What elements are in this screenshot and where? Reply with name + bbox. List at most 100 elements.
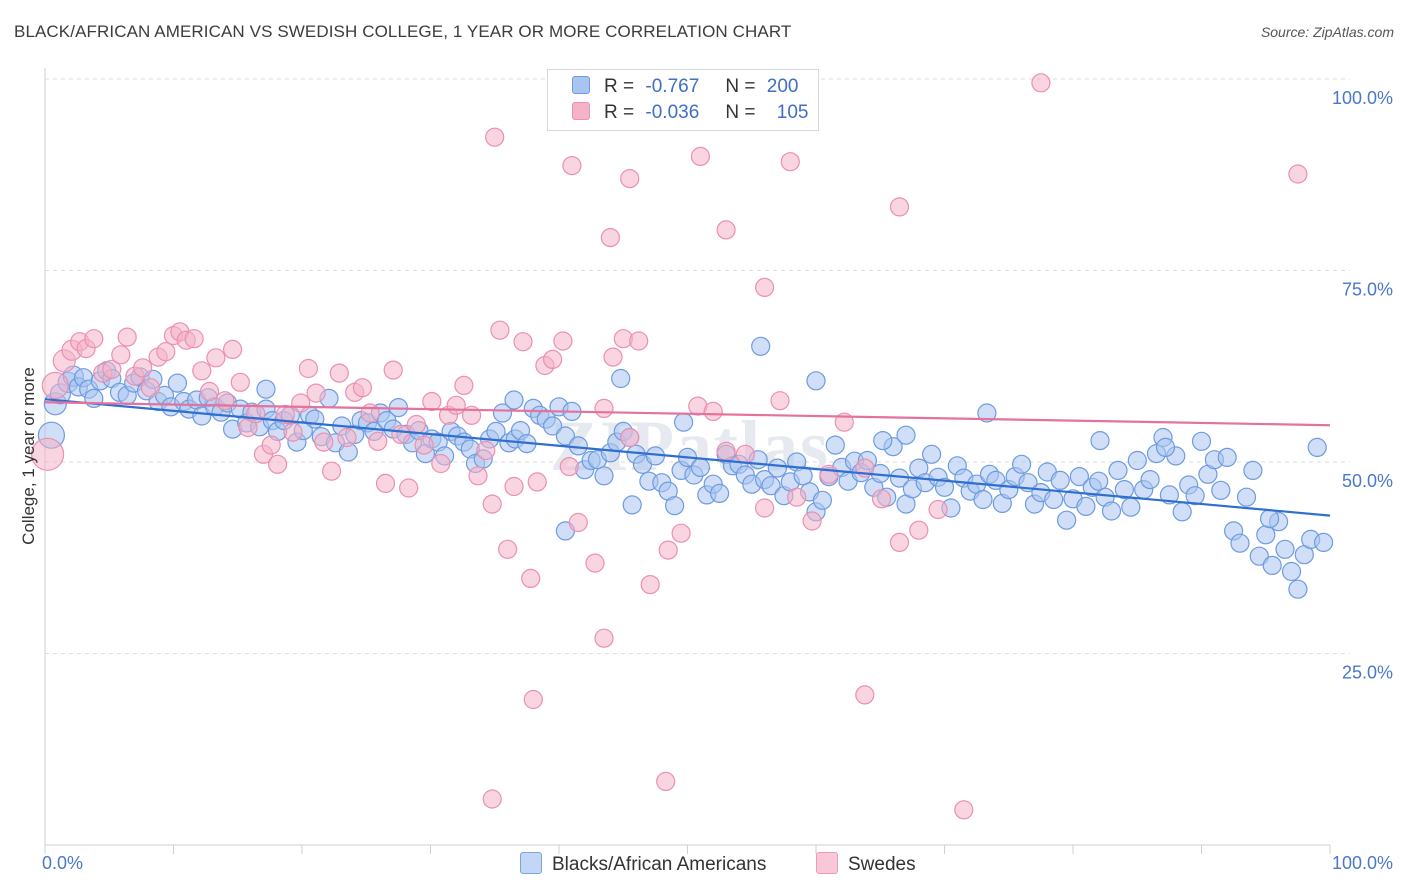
data-point [504, 476, 524, 497]
data-point [954, 800, 974, 820]
data-point [1056, 510, 1077, 530]
data-point [600, 228, 621, 248]
data-point [1281, 561, 1302, 582]
data-point [1249, 546, 1269, 566]
data-point [973, 489, 993, 510]
data-point [1236, 487, 1257, 507]
chart-title: BLACK/AFRICAN AMERICAN VS SWEDISH COLLEG… [14, 22, 792, 41]
data-point [476, 440, 496, 461]
data-point [716, 441, 736, 461]
data-point [664, 496, 685, 516]
data-point [562, 156, 582, 176]
data-point [314, 432, 334, 452]
data-point [921, 444, 942, 464]
n-value: 105 [776, 102, 809, 123]
data-point [1159, 485, 1180, 505]
data-point [406, 414, 426, 435]
data-point [703, 401, 723, 421]
data-point [527, 472, 547, 492]
data-point [1259, 509, 1280, 529]
legend-label-swedes: Swedes [848, 854, 916, 875]
data-point [133, 358, 153, 378]
series-legend: Blacks/African Americans Swedes [0, 852, 1406, 878]
data-point [1114, 480, 1135, 500]
data-point [215, 391, 235, 411]
data-point [1069, 467, 1090, 487]
legend-swatch-pink [572, 102, 590, 120]
data-point [658, 540, 678, 560]
data-point [825, 435, 845, 455]
data-point [871, 489, 892, 509]
data-point [1191, 431, 1212, 451]
correlation-legend: R = -0.767 N = 200 R = -0.036 N = 105 [547, 69, 819, 131]
data-point [802, 511, 822, 531]
data-point [504, 390, 524, 410]
data-point [568, 512, 588, 533]
legend-row-blacks: R = -0.767 N = 200 [572, 76, 798, 102]
data-point [1172, 502, 1192, 522]
data-point [735, 444, 755, 464]
r-label: R = [604, 102, 635, 123]
data-point [594, 466, 614, 486]
data-point [305, 409, 325, 429]
data-point [223, 339, 243, 359]
data-point [140, 378, 160, 398]
data-point [690, 457, 711, 477]
data-point [102, 359, 122, 379]
data-point [192, 361, 212, 381]
data-point [498, 539, 518, 559]
data-point [622, 495, 642, 515]
data-point [1090, 431, 1110, 451]
data-point [383, 360, 403, 380]
n-label: N = [725, 102, 756, 123]
data-point [896, 425, 916, 445]
data-point [716, 220, 736, 240]
data-point [889, 532, 910, 553]
data-point [594, 628, 614, 648]
data-point [1044, 489, 1064, 510]
n-value: 200 [766, 76, 799, 97]
x-tick-labels: 0.0% 100.0% [42, 853, 1393, 873]
data-point [111, 345, 131, 365]
data-point [934, 477, 955, 497]
data-point [640, 574, 660, 595]
data-point [206, 348, 226, 368]
series-blacks [37, 336, 1334, 599]
data-point [889, 197, 910, 217]
data-point [375, 473, 396, 493]
x-tick-label: 0.0% [42, 853, 83, 873]
legend-item-swedes: Swedes [816, 852, 916, 876]
data-point [1089, 471, 1109, 491]
data-point [620, 169, 640, 189]
data-point [559, 457, 579, 477]
data-point [671, 523, 691, 543]
n-label: N = [725, 76, 756, 97]
data-point [553, 331, 573, 351]
data-point [1050, 470, 1070, 490]
data-point [819, 464, 839, 484]
data-point [585, 553, 605, 573]
data-point [268, 454, 288, 474]
source-label: Source: ZipAtlas.com [1260, 24, 1394, 40]
data-point [770, 391, 790, 411]
data-point [1288, 164, 1308, 184]
data-point [261, 435, 281, 455]
data-point [246, 404, 266, 424]
data-point [1140, 470, 1160, 490]
data-point [767, 458, 788, 478]
data-point [117, 327, 137, 347]
data-point [1275, 539, 1295, 559]
data-point [542, 416, 563, 436]
trend-line-blacks [44, 398, 1331, 517]
data-point [977, 403, 997, 423]
data-point [928, 499, 948, 520]
data-point [1307, 437, 1327, 457]
data-point [156, 342, 176, 362]
data-point [629, 331, 649, 351]
data-point [256, 379, 276, 399]
data-point [806, 371, 826, 391]
data-point [1262, 555, 1282, 576]
data-point [909, 520, 929, 540]
y-tick-labels: 25.0% 50.0% 75.0% 100.0% [1332, 88, 1393, 683]
data-point [603, 347, 623, 367]
